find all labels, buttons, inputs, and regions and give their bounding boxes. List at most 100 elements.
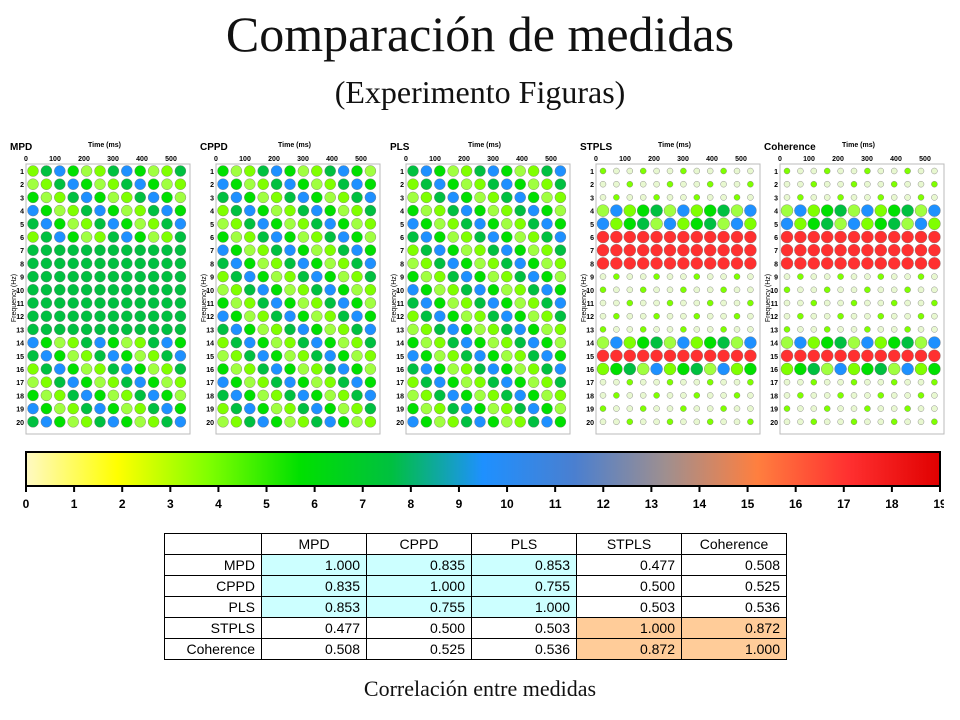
phase-rose-cell: [351, 297, 363, 309]
phase-rose-cell: [217, 284, 229, 296]
phase-rose-cell: [244, 402, 256, 415]
phase-rose-cell: [460, 178, 473, 190]
phase-rose-cell: [460, 310, 473, 322]
phase-rose-cell: [324, 416, 336, 428]
phase-rose-cell: [706, 299, 714, 307]
time-tick-label: 500: [165, 156, 177, 163]
phase-rose-cell: [434, 191, 446, 204]
phase-rose-cell: [666, 286, 674, 294]
phase-rose-cell: [121, 416, 133, 428]
phase-rose-cell: [434, 218, 446, 230]
phase-rose-cell: [514, 257, 526, 270]
column-header: CPPD: [366, 533, 472, 555]
phase-rose-cell: [257, 204, 269, 217]
phase-rose-cell: [626, 299, 633, 307]
phase-rose-cell: [407, 363, 419, 375]
phase-rose-cell: [460, 191, 473, 204]
phase-rose-cell: [460, 350, 473, 362]
phase-rose-cell: [487, 165, 500, 177]
phase-rose-cell: [807, 230, 820, 244]
phase-rose-cell: [904, 167, 911, 175]
phase-rose-cell: [861, 204, 874, 217]
phase-rose-cell: [541, 270, 553, 283]
phase-rose-cell: [351, 376, 363, 388]
phase-rose-cell: [230, 244, 243, 256]
phase-rose-cell: [40, 416, 53, 428]
panel-name: CPPD: [200, 142, 228, 153]
frequency-tick-label: 1: [210, 169, 214, 176]
phase-rose-cell: [623, 349, 636, 363]
phase-rose-cell: [931, 194, 938, 201]
frequency-tick-label: 3: [774, 195, 778, 202]
phase-rose-cell: [244, 218, 256, 230]
time-axis-label: Time (ms): [842, 142, 875, 149]
phase-rose-cell: [487, 416, 500, 428]
phase-rose-cell: [217, 297, 229, 309]
phase-rose-cell: [797, 312, 804, 320]
colorbar-tick-label: 10: [500, 497, 514, 511]
phase-rose-cell: [663, 257, 677, 270]
phase-rose-cell: [824, 326, 831, 333]
phase-rose-cell: [847, 230, 861, 244]
time-tick-label: 200: [78, 156, 90, 163]
phase-rose-cell: [284, 178, 296, 190]
phase-rose-cell: [874, 243, 888, 257]
phase-rose-cell: [351, 323, 363, 336]
phase-rose-cell: [904, 194, 911, 201]
phase-rose-cell: [613, 312, 620, 320]
table-cell: 0.536: [681, 596, 787, 618]
phase-rose-cell: [541, 218, 553, 230]
time-tick-label: 300: [297, 156, 309, 163]
phase-rose-cell: [107, 284, 120, 296]
phase-rose-cell: [174, 165, 187, 177]
phase-rose-cell: [474, 310, 486, 322]
frequency-tick-label: 19: [586, 407, 594, 414]
phase-rose-cell: [797, 405, 804, 412]
phase-rose-cell: [364, 389, 377, 402]
phase-rose-cell: [501, 389, 513, 402]
colorbar-ticks: 0 1 2 3 4 5 6 7 8 9 10 11 12 13 14 15 16 17 18 19: [23, 486, 947, 511]
phase-rose-cell: [284, 257, 296, 270]
phase-rose-cell: [434, 323, 446, 336]
phase-rose-cell: [161, 204, 173, 217]
phase-rose-cell: [487, 244, 500, 256]
phase-rose-cell: [693, 312, 701, 320]
phase-rose-cell: [161, 270, 173, 283]
phase-rose-cell: [161, 297, 173, 309]
phase-rose-cell: [487, 297, 500, 309]
table-cell: 0.525: [366, 638, 472, 660]
phase-rose-cell: [527, 204, 540, 217]
phase-rose-cell: [837, 312, 844, 320]
phase-rose-cell: [610, 257, 623, 270]
phase-rose-cell: [134, 376, 146, 388]
phase-rose-cell: [744, 257, 757, 270]
frequency-tick-label: 10: [770, 288, 778, 295]
frequency-tick-label: 4: [590, 209, 594, 216]
phase-rose-cell: [874, 217, 888, 231]
phase-rose-cell: [904, 286, 911, 294]
phase-rose-cell: [650, 362, 663, 376]
phase-rose-cell: [747, 378, 754, 386]
phase-rose-cell: [834, 257, 847, 270]
phase-rose-cell: [230, 178, 243, 190]
phase-rose-cell: [54, 204, 66, 217]
phase-rose-cell: [161, 244, 173, 256]
frequency-tick-label: 4: [20, 209, 24, 216]
phase-rose-cell: [27, 231, 39, 243]
phase-rose-cell: [420, 402, 433, 415]
phase-rose-cell: [931, 299, 938, 307]
phase-rose-cell: [244, 350, 256, 362]
phase-rose-cell: [680, 273, 687, 280]
phase-rose-cell: [541, 310, 553, 322]
phase-rose-cell: [874, 230, 888, 244]
phase-rose-cell: [794, 243, 807, 257]
phase-rose-cell: [527, 402, 540, 415]
phase-rose-cell: [541, 257, 553, 270]
phase-rose-cell: [230, 218, 243, 230]
phase-rose-cell: [680, 326, 687, 333]
phase-rose-cell: [541, 191, 553, 204]
phase-rose-cell: [407, 350, 419, 362]
phase-rose-cell: [501, 323, 513, 336]
phase-rose-cell: [487, 363, 500, 375]
